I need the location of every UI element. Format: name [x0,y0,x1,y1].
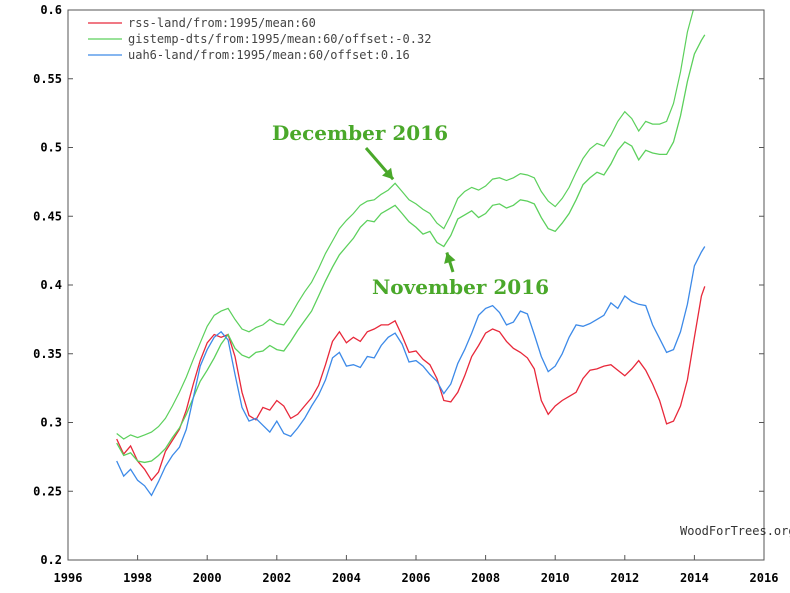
series-line-1 [116,286,706,482]
x-tick-label: 2008 [471,571,500,585]
x-tick-label: 2006 [402,571,431,585]
x-axis: 1996 1998 2000 2002 2004 2006 2008 2010 2012 2014… [54,555,779,585]
annotation-december-2016: December 2016 [272,121,448,145]
x-tick-label: 2012 [610,571,639,585]
y-tick-label: 0.6 [40,3,62,17]
y-tick-label: 0.2 [40,553,62,567]
series-line-2 [116,34,706,464]
y-axis: 0.2 0.25 0.3 0.35 0.4 0.45 0.5 0.55 0.6 [33,3,764,567]
y-tick-label: 0.45 [33,209,62,223]
y-tick-label: 0.55 [33,72,62,86]
legend-label: rss-land/from:1995/mean:60 [128,16,316,30]
annotations: December 2016 November 2016 [272,121,549,299]
x-tick-label: 2010 [541,571,570,585]
series-layer [116,10,706,497]
series-line-extra [116,10,694,440]
x-tick-label: 1998 [123,571,152,585]
x-tick-label: 2016 [750,571,779,585]
arrow-november [444,252,456,273]
x-tick-label: 1996 [54,571,83,585]
legend: rss-land/from:1995/mean:60 gistemp-dts/fr… [88,16,431,62]
y-tick-label: 0.5 [40,141,62,155]
x-tick-label: 2014 [680,571,709,585]
y-tick-label: 0.35 [33,347,62,361]
y-tick-label: 0.3 [40,416,62,430]
arrow-december [364,147,395,181]
x-tick-label: 2004 [332,571,361,585]
legend-label: uah6-land/from:1995/mean:60/offset:0.16 [128,48,410,62]
watermark-text: WoodForTrees.org [680,524,790,538]
legend-label: gistemp-dts/from:1995/mean:60/offset:-0.… [128,32,431,46]
annotation-november-2016: November 2016 [372,275,549,299]
x-tick-label: 2002 [262,571,291,585]
x-tick-label: 2000 [193,571,222,585]
y-tick-label: 0.25 [33,484,62,498]
series-line-3 [116,246,706,497]
y-tick-label: 0.4 [40,278,62,292]
